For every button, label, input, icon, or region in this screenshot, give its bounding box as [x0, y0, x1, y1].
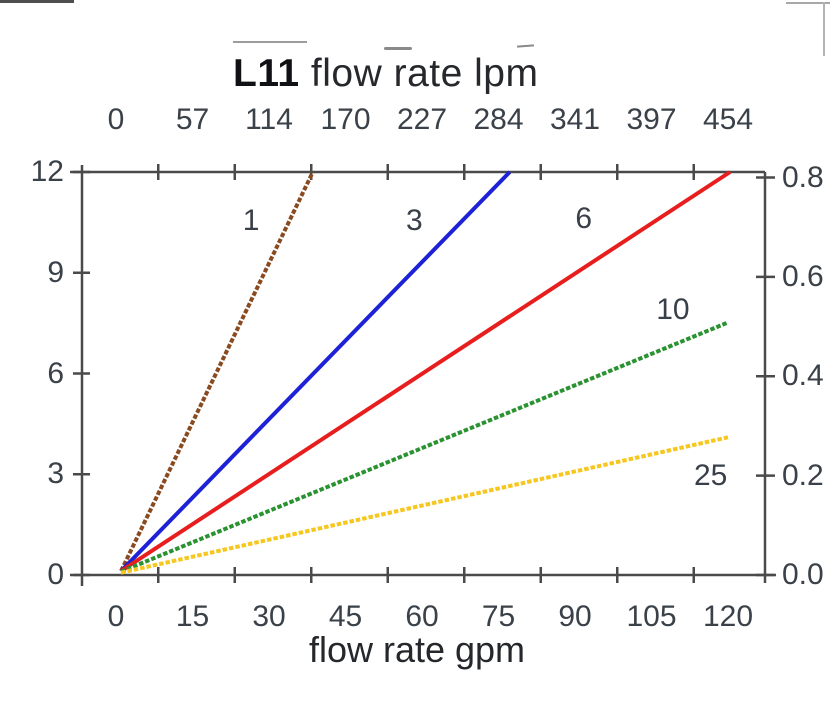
bottom-axis-tick-label: 45 — [328, 600, 363, 633]
left-axis-tick-label: 6 — [47, 356, 64, 390]
bottom-axis-tick-label: 90 — [558, 600, 592, 633]
top-axis-tick-label: 397 — [626, 103, 677, 136]
right-axis-tick-label: 0.8 — [782, 160, 824, 194]
x-axis-title: flow rate gpm — [308, 629, 526, 670]
bottom-axis-tick-label: 60 — [405, 600, 439, 633]
series-line-10 — [120, 320, 729, 574]
bottom-axis-tick-label: 30 — [252, 600, 286, 633]
chart-title-unit-text: flow rate lpm — [299, 52, 539, 95]
bottom-axis-tick-label: 75 — [481, 600, 516, 633]
top-axis-tick-label: 170 — [320, 103, 371, 136]
top-axis-tick-label: 57 — [175, 103, 210, 136]
right-axis-tick-label: 0.4 — [782, 359, 824, 393]
top-axis-tick-label: 284 — [473, 103, 524, 136]
right-axis-tick-label: 0.0 — [782, 558, 824, 591]
bottom-axis-tick-label: 0 — [107, 600, 125, 633]
series-label-6: 6 — [575, 202, 592, 236]
scan-artifact-line-above-title — [233, 41, 307, 43]
series-label-1: 1 — [242, 203, 260, 237]
top-axis-tick-label: 341 — [549, 103, 601, 136]
chart-title: L11 flow rate lpm — [233, 52, 539, 96]
series-line-25 — [120, 435, 729, 575]
series-label-25: 25 — [693, 458, 728, 492]
chart-title-model: L11 — [233, 52, 300, 95]
top-axis-tick-label: 227 — [396, 103, 448, 136]
left-axis-tick-label: 12 — [30, 155, 64, 188]
scan-artifact-right-vertical-line — [823, 2, 825, 56]
series-line-1 — [119, 171, 315, 572]
bottom-axis-tick-label: 105 — [626, 600, 677, 633]
left-axis-tick-label: 9 — [47, 255, 64, 289]
right-axis-tick-label: 0.6 — [782, 259, 824, 293]
series-line-3 — [119, 170, 512, 573]
bottom-axis-tick-label: 15 — [175, 600, 210, 633]
top-axis-tick-label: 114 — [245, 103, 293, 136]
scan-artifact-top-left-bar — [0, 0, 74, 3]
right-axis-tick-label: 0.2 — [782, 458, 824, 492]
series-label-3: 3 — [406, 203, 423, 237]
scan-artifact-top-right-line — [786, 2, 830, 4]
left-axis-tick-label: 3 — [47, 457, 64, 491]
top-axis-tick-label: 0 — [107, 103, 125, 136]
series-label-10: 10 — [656, 292, 690, 326]
bottom-axis-tick-label: 120 — [702, 600, 754, 633]
left-axis-tick-label: 0 — [47, 558, 64, 591]
scan-artifact-smudge-1 — [384, 47, 412, 50]
top-axis-tick-label: 454 — [702, 103, 754, 136]
series-line-6 — [120, 170, 732, 573]
